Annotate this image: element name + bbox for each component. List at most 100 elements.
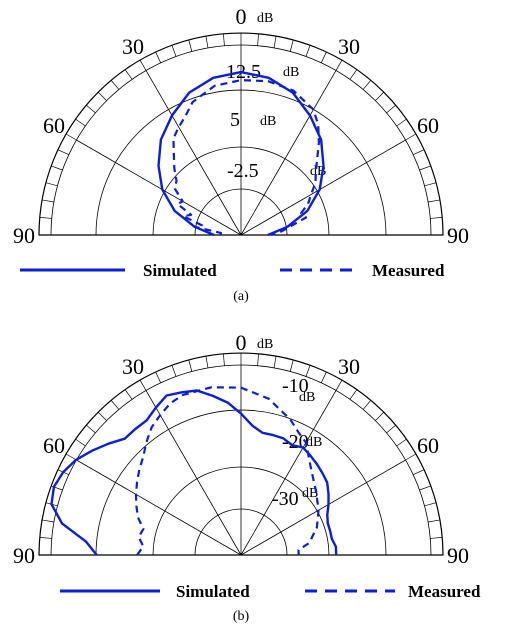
polar-spoke xyxy=(240,70,337,236)
polar-minor-tick xyxy=(405,133,417,141)
polar-minor-tick xyxy=(320,371,327,383)
polar-minor-tick xyxy=(171,365,177,377)
polar-minor-tick xyxy=(205,36,209,48)
polar-minor-tick xyxy=(396,438,407,447)
polar-minor-tick xyxy=(86,424,96,434)
polar-minor-tick xyxy=(305,365,311,377)
polar-minor-tick xyxy=(42,199,54,203)
polar-minor-tick xyxy=(430,217,443,219)
polar-spoke xyxy=(240,459,406,556)
polar-minor-tick xyxy=(349,389,358,400)
polar-minor-tick xyxy=(257,353,259,366)
polar-minor-tick xyxy=(223,353,225,366)
polar-minor-tick xyxy=(413,149,425,156)
radial-tick-label: 5 xyxy=(230,109,240,131)
polar-spoke xyxy=(240,390,337,556)
polar-minor-tick xyxy=(171,45,177,57)
polar-minor-tick xyxy=(188,359,193,372)
polar-minor-tick xyxy=(419,165,431,171)
polar-minor-tick xyxy=(273,36,277,48)
polar-minor-tick xyxy=(430,537,443,539)
polar-minor-tick xyxy=(39,537,52,539)
polar-minor-tick xyxy=(65,133,77,141)
polar-minor-tick xyxy=(155,371,162,383)
polar-minor-tick xyxy=(124,389,133,400)
angle-tick-label: 60 xyxy=(417,113,439,138)
polar-minor-tick xyxy=(155,51,162,63)
polar-minor-tick xyxy=(375,91,385,101)
angle-tick-label: 90 xyxy=(447,223,469,248)
polar-minor-tick xyxy=(257,33,259,46)
legend-simulated-label: Simulated xyxy=(143,261,217,280)
polar-minor-tick xyxy=(386,104,396,114)
polar-minor-tick xyxy=(405,453,417,461)
polar-minor-tick xyxy=(424,182,437,187)
radial-tick-unit: dB xyxy=(299,390,315,405)
series-measured-curve xyxy=(134,386,320,556)
polar-spoke xyxy=(76,139,242,236)
radial-tick-unit: dB xyxy=(306,435,322,450)
polar-minor-tick xyxy=(86,104,96,114)
series-measured-curve xyxy=(172,79,320,237)
legend-simulated-label: Simulated xyxy=(176,582,250,601)
polar-minor-tick xyxy=(57,149,69,156)
polar-spoke xyxy=(240,139,406,236)
angle-tick-label: 30 xyxy=(338,354,360,379)
polar-minor-tick xyxy=(124,69,133,80)
legend-measured-label: Measured xyxy=(408,582,481,601)
angle-tick-label: 90 xyxy=(13,223,35,248)
polar-minor-tick xyxy=(419,485,431,491)
angle-tick-label: 30 xyxy=(122,354,144,379)
radial-tick-label: -2.5 xyxy=(227,160,259,182)
polar-minor-tick xyxy=(75,438,86,447)
polar-spoke xyxy=(76,459,242,556)
polar-minor-tick xyxy=(273,356,277,368)
polar-minor-tick xyxy=(42,519,54,523)
polar-minor-tick xyxy=(375,411,385,421)
angle-tick-label: 30 xyxy=(338,34,360,59)
polar-spoke xyxy=(145,70,242,236)
polar-spoke xyxy=(145,390,242,556)
polar-minor-tick xyxy=(362,80,372,90)
radial-tick-label: -10 xyxy=(282,375,309,397)
polar-minor-tick xyxy=(413,469,425,476)
polar-minor-tick xyxy=(289,359,294,372)
series-simulated-curve xyxy=(50,389,338,556)
radial-tick-unit: dB xyxy=(283,65,299,80)
polar-minor-tick xyxy=(396,118,407,127)
polar-minor-tick xyxy=(188,39,193,52)
angle-tick-label: 0 xyxy=(236,330,247,355)
polar-minor-tick xyxy=(205,356,209,368)
angle-tick-label: 90 xyxy=(13,543,35,568)
polar-minor-tick xyxy=(139,59,147,71)
polar-minor-tick xyxy=(320,51,327,63)
angle-tick-unit: dB xyxy=(257,337,273,352)
radial-tick-label: -30 xyxy=(272,488,299,510)
legend-measured-label: Measured xyxy=(372,261,445,280)
polar-minor-tick xyxy=(51,165,63,171)
polar-minor-tick xyxy=(424,502,437,507)
angle-tick-unit: dB xyxy=(257,11,273,26)
polar-minor-tick xyxy=(428,199,440,203)
angle-tick-label: 60 xyxy=(43,113,65,138)
series-simulated-curve xyxy=(157,70,325,237)
polar-minor-tick xyxy=(289,39,294,52)
polar-minor-tick xyxy=(97,91,107,101)
polar-minor-tick xyxy=(39,217,52,219)
angle-tick-label: 90 xyxy=(447,543,469,568)
polar-minor-tick xyxy=(223,33,225,46)
panel-label: (a) xyxy=(233,289,249,304)
polar-minor-tick xyxy=(97,411,107,421)
angle-tick-label: 0 xyxy=(236,4,247,29)
polar-minor-tick xyxy=(335,59,343,71)
polar-minor-tick xyxy=(110,400,120,410)
polar-minor-tick xyxy=(65,453,77,461)
radial-tick-unit: dB xyxy=(302,486,318,501)
polar-minor-tick xyxy=(428,519,440,523)
panel-label: (b) xyxy=(233,609,250,624)
polar-minor-tick xyxy=(349,69,358,80)
radial-tick-unit: dB xyxy=(260,114,276,129)
